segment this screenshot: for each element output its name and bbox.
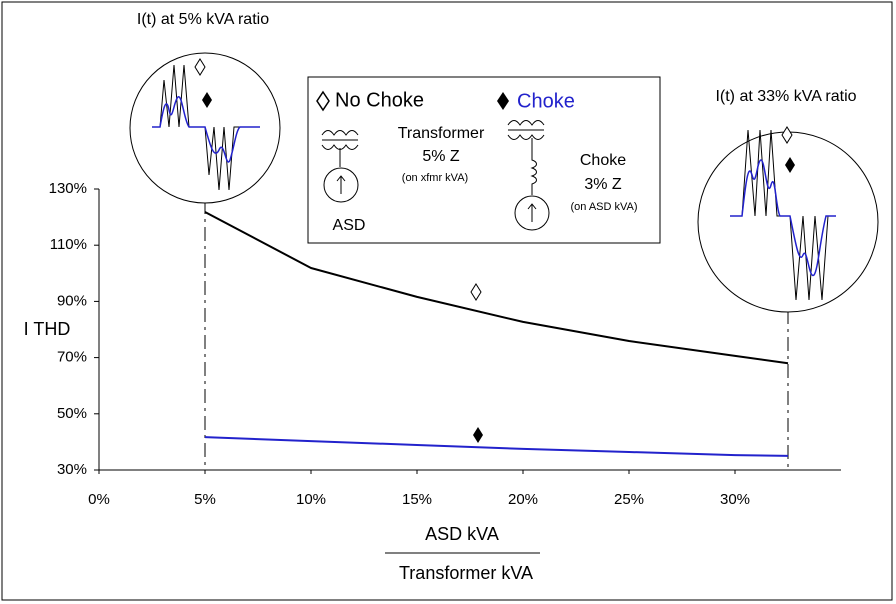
x-tick-label: 30% <box>720 491 750 508</box>
annotation: I(t) at 33% kVA ratio <box>715 88 856 105</box>
series-line <box>204 436 789 457</box>
diagram-label: Choke <box>580 152 626 169</box>
series-line <box>204 211 789 365</box>
curve-marker <box>470 283 482 301</box>
legend-symbol <box>497 92 509 110</box>
diagram-label: ASD <box>333 217 366 234</box>
curve-marker <box>473 427 483 443</box>
diagram-label: Transformer <box>398 125 485 142</box>
y-tick-label: 90% <box>57 292 87 309</box>
y-tick-label: 50% <box>57 405 87 422</box>
arrow <box>527 203 537 222</box>
x-tick-label: 5% <box>194 491 216 508</box>
x-tick-label: 15% <box>402 491 432 508</box>
y-tick-label: 70% <box>57 349 87 366</box>
x-tick-label: 20% <box>508 491 538 508</box>
choke-symbol <box>507 120 545 195</box>
diamond-marker <box>202 92 212 108</box>
diamond-marker <box>785 157 795 173</box>
annotation: I(t) at 5% kVA ratio <box>137 11 269 28</box>
arrow <box>336 175 346 194</box>
y-axis-label: I THD <box>24 319 71 339</box>
x-axis-label: ASD kVA <box>425 524 499 544</box>
axes: 30% 50% 70% 90% 110% 130% 0% 5% 10% 15% 20% 25% 30% <box>49 180 841 508</box>
y-tick-label: 130% <box>49 180 87 197</box>
y-tick-label: 110% <box>50 236 87 253</box>
source-symbol <box>514 195 550 231</box>
diagram-label: 5% Z <box>422 148 460 165</box>
source-symbol <box>323 167 359 203</box>
x-tick-label: 25% <box>614 491 644 508</box>
diamond-marker <box>781 126 793 144</box>
legend-label: No Choke <box>335 89 424 111</box>
waveform <box>152 96 260 163</box>
x-tick-label: 10% <box>296 491 326 508</box>
waveform <box>730 159 836 276</box>
diagram-label: 3% Z <box>584 176 622 193</box>
inset <box>697 131 879 313</box>
x-tick-label: 0% <box>88 491 110 508</box>
legend <box>307 76 661 244</box>
legend-label: Choke <box>517 90 575 112</box>
transformer-symbol <box>321 130 359 167</box>
x-axis-label: Transformer kVA <box>399 563 533 583</box>
diamond-marker <box>194 58 206 76</box>
y-tick-label: 30% <box>57 461 87 478</box>
legend-symbol <box>316 90 330 112</box>
diagram-label: (on ASD kVA) <box>570 201 637 213</box>
diagram-label: (on xfmr kVA) <box>402 172 468 184</box>
